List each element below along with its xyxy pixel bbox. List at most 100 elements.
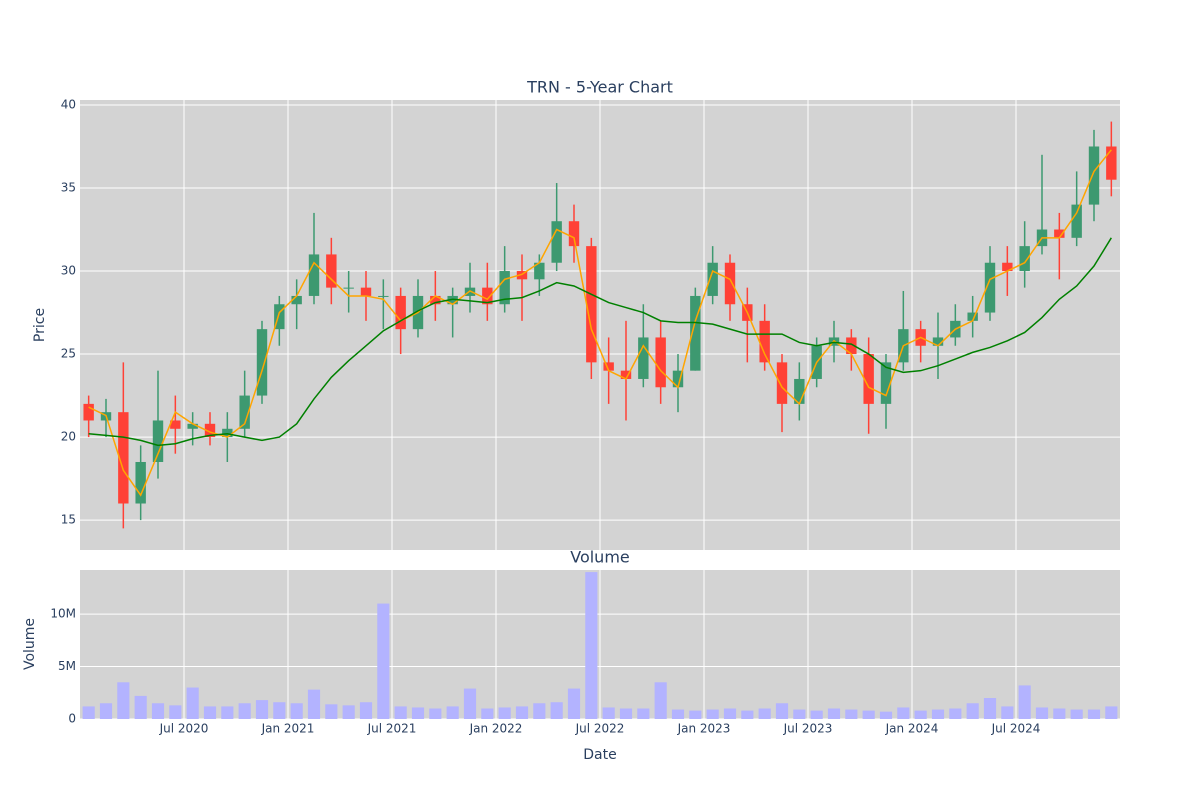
volume-bar	[169, 705, 182, 719]
volume-bar	[1035, 707, 1049, 719]
candle-body	[170, 420, 181, 429]
candle-body	[499, 271, 510, 305]
x-axis-title: Date	[583, 747, 616, 763]
candle-body	[360, 287, 372, 296]
volume-bar	[567, 688, 581, 719]
y-tick-label: 20	[61, 430, 76, 444]
candle-body	[655, 337, 666, 388]
candle-body	[724, 262, 736, 305]
volume-bar	[221, 706, 234, 719]
candle-body	[707, 262, 718, 296]
candle-body	[447, 295, 458, 305]
y-tick-label: 0	[68, 712, 76, 726]
volume-bar	[151, 703, 165, 719]
volume-bar	[498, 707, 511, 719]
volume-bar	[914, 710, 927, 719]
candle-body	[967, 312, 978, 321]
candle-body	[430, 295, 441, 305]
volume-bar	[585, 572, 598, 719]
volume-bar	[689, 710, 702, 719]
y-tick-label: 30	[61, 264, 76, 278]
candle-body	[118, 412, 129, 504]
y-tick-label: 10M	[50, 607, 76, 621]
volume-bar	[637, 708, 650, 719]
volume-bar	[463, 688, 477, 719]
candle-body	[603, 362, 614, 371]
volume-bar	[897, 707, 910, 719]
volume-bar	[117, 682, 130, 719]
volume-bar	[810, 710, 823, 719]
y-tick-label: 5M	[58, 659, 76, 673]
volume-bar	[99, 703, 113, 719]
x-tick-label: Jan 2023	[677, 722, 731, 736]
volume-bar	[723, 708, 737, 719]
candle-body	[1106, 146, 1117, 180]
candle-body	[135, 461, 146, 504]
volume-bar	[879, 711, 893, 719]
volume-bar	[82, 706, 95, 719]
candle-body	[932, 337, 944, 346]
volume-bar	[1018, 685, 1031, 719]
volume-bar	[1053, 708, 1066, 719]
x-tick-label: Jul 2020	[159, 722, 209, 736]
volume-axis-title: Volume	[22, 618, 38, 670]
candle-body	[326, 254, 337, 288]
volume-bar	[446, 706, 459, 719]
candle-body	[759, 320, 770, 363]
volume-bar	[966, 703, 979, 719]
candle-body	[863, 354, 874, 404]
volume-bar	[203, 706, 217, 719]
candle-body	[672, 370, 684, 388]
volume-bar	[394, 706, 407, 719]
volume-bar	[134, 695, 147, 719]
candle-body	[83, 403, 94, 421]
volume-bar	[949, 708, 962, 719]
candle-body	[586, 246, 597, 363]
candle-body	[620, 370, 632, 379]
candle-body	[395, 295, 406, 330]
volume-bar	[619, 708, 633, 719]
volume-bar	[758, 708, 771, 719]
candle-body	[1019, 246, 1030, 272]
volume-bar	[845, 709, 858, 719]
candle-body	[222, 428, 233, 438]
y-tick-label: 40	[61, 97, 76, 111]
candle-body	[482, 287, 493, 305]
volume-bar	[359, 702, 373, 719]
volume-bar	[481, 708, 494, 719]
x-tick-label: Jan 2021	[261, 722, 315, 736]
volume-bar	[325, 704, 338, 719]
candle-body	[1002, 262, 1013, 272]
volume-bar	[602, 707, 615, 719]
x-tick-label: Jul 2022	[575, 722, 625, 736]
volume-bar	[793, 709, 806, 719]
volume-bar	[238, 703, 251, 719]
volume-bar	[775, 703, 789, 719]
volume-bar	[411, 707, 425, 719]
x-tick-label: Jul 2023	[783, 722, 833, 736]
candle-body	[984, 262, 996, 313]
y-axis-title: Price	[32, 308, 48, 342]
candle-body	[239, 395, 250, 429]
volume-bar	[827, 708, 841, 719]
candle-body	[551, 221, 562, 263]
volume-bar	[429, 708, 442, 719]
candle-body	[1054, 229, 1065, 238]
volume-bar	[307, 689, 321, 719]
candle-body	[187, 423, 198, 429]
y-tick-label: 35	[61, 181, 76, 195]
moving-average-line	[88, 149, 1112, 497]
volume-bar	[862, 710, 875, 719]
y-tick-label: 15	[61, 513, 76, 527]
volume-bar	[1070, 709, 1083, 719]
candle-body	[274, 304, 285, 330]
candle-body	[1088, 146, 1100, 205]
volume-bar	[1105, 706, 1118, 719]
volume-bar	[377, 603, 390, 719]
volume-bar	[1087, 709, 1101, 719]
volume-bar	[671, 709, 685, 719]
x-tick-label: Jan 2022	[469, 722, 523, 736]
candle-body	[794, 378, 805, 404]
candle-body	[343, 287, 354, 289]
